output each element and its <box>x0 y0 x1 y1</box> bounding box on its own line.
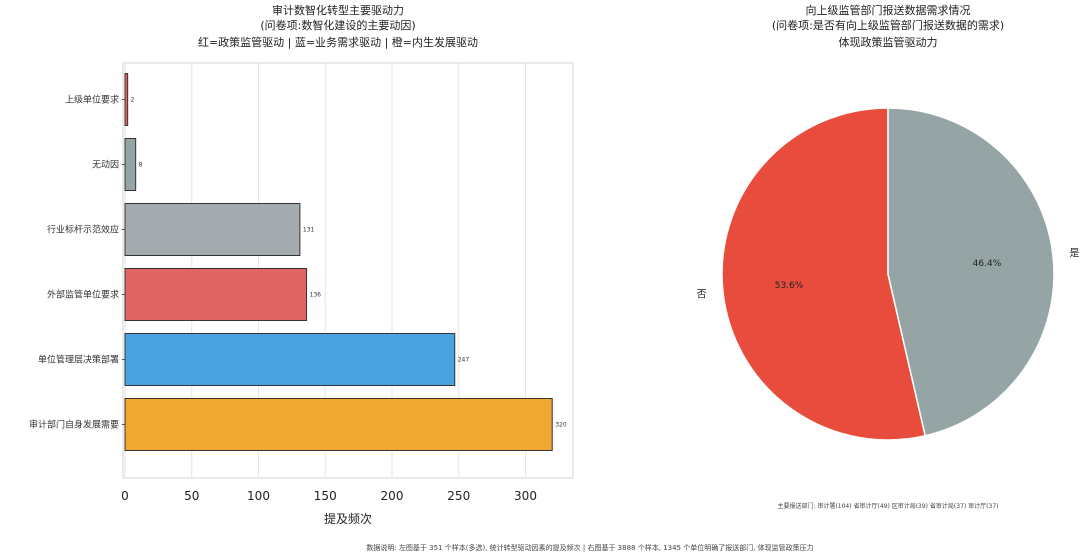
x-tick-label: 100 <box>247 489 270 503</box>
y-tick-label: 单位管理层决策部署 <box>38 354 119 366</box>
left-title-line-2: (问卷项:数智化建设的主要动因) <box>260 18 415 32</box>
value-label: 320 <box>555 422 567 429</box>
x-tick-label: 0 <box>121 489 129 503</box>
pie-category-label: 是 <box>1069 247 1079 259</box>
bottom-note: 数据说明: 左图基于 351 个样本(多选), 统计转型驱动因素的提及频次 | … <box>366 543 813 552</box>
bar <box>124 333 456 386</box>
right-footer: 主要报送部门: 审计署(104) 省审计厅(49) 区审计局(39) 省审计局(… <box>778 502 999 510</box>
bar <box>124 138 137 191</box>
x-tick-label: 50 <box>184 489 199 503</box>
value-label: 136 <box>310 292 322 299</box>
bar <box>124 73 129 126</box>
right-title-line-2: (问卷项:是否有向上级监管部门报送数据的需求) <box>772 18 1004 32</box>
x-tick-label: 300 <box>514 489 537 503</box>
right-title-line-1: 向上级监管部门报送数据需求情况 <box>806 3 971 17</box>
pie-slice <box>887 107 1055 437</box>
pie-percent-label: 46.4% <box>973 259 1002 269</box>
left-title-line-1: 审计数智化转型主要驱动力 <box>272 3 404 17</box>
y-tick-labels: 上级单位要求无动因行业标杆示范效应外部监管单位要求单位管理层决策部署审计部门自身… <box>29 94 125 431</box>
bar <box>124 268 308 321</box>
y-tick-label: 无动因 <box>92 160 119 171</box>
y-tick-label: 上级单位要求 <box>65 94 119 106</box>
pie-percent-label: 53.6% <box>775 281 804 291</box>
y-tick-label: 行业标杆示范效应 <box>47 224 119 236</box>
bar <box>124 398 553 451</box>
bars <box>124 73 553 451</box>
pie-category-label: 否 <box>697 289 707 301</box>
x-tick-label: 200 <box>381 489 404 503</box>
bar-chart: 上级单位要求无动因行业标杆示范效应外部监管单位要求单位管理层决策部署审计部门自身… <box>29 62 574 503</box>
x-tick-labels: 0 50 100 150 200 250 300 <box>121 489 537 503</box>
y-tick-label: 审计部门自身发展需要 <box>29 419 119 431</box>
bar <box>124 203 301 256</box>
pie-slice <box>721 107 927 441</box>
y-tick-label: 外部监管单位要求 <box>47 289 119 301</box>
value-label: 8 <box>139 162 143 169</box>
value-label: 247 <box>458 357 470 364</box>
value-label: 2 <box>131 97 135 104</box>
right-title-line-3: 体现政策监管驱动力 <box>839 35 938 49</box>
x-axis-label: 提及频次 <box>324 511 372 526</box>
x-tick-label: 250 <box>447 489 470 503</box>
left-title-line-3: 红=政策监管驱动 | 蓝=业务需求驱动 | 橙=内生发展驱动 <box>198 35 478 49</box>
x-tick-label: 150 <box>314 489 337 503</box>
value-label: 131 <box>303 227 315 234</box>
value-labels: 2 8 131 136 247 320 <box>131 97 567 429</box>
pie-chart: 53.6% 否 46.4% 是 <box>697 107 1079 441</box>
